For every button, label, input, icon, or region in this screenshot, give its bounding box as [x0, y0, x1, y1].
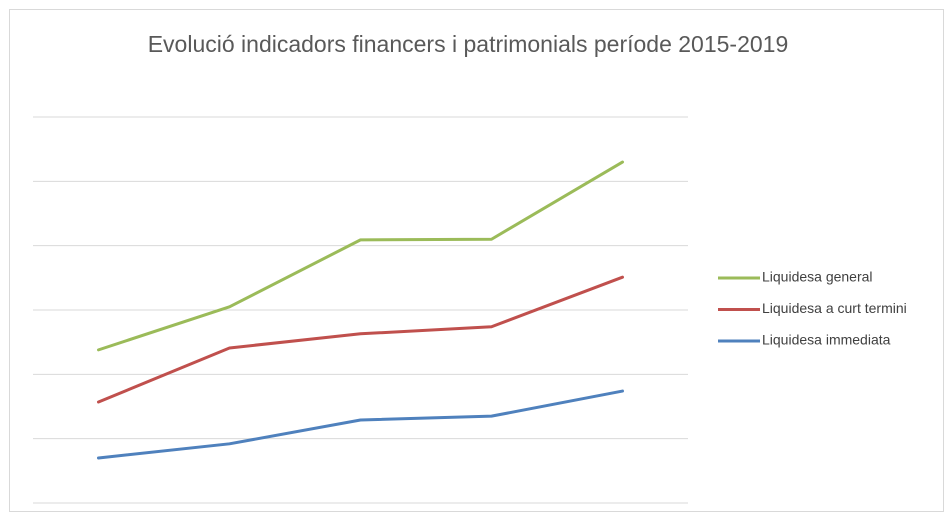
series-line	[97, 389, 624, 460]
series-line	[97, 160, 624, 352]
chart-title: Evolució indicadors financers i patrimon…	[147, 31, 789, 57]
legend-label: Liquidesa general	[762, 269, 873, 285]
legend-label: Liquidesa immediata	[762, 332, 891, 348]
series-line	[97, 275, 624, 404]
chart-border	[9, 9, 944, 512]
legend-label: Liquidesa a curt termini	[762, 300, 907, 316]
